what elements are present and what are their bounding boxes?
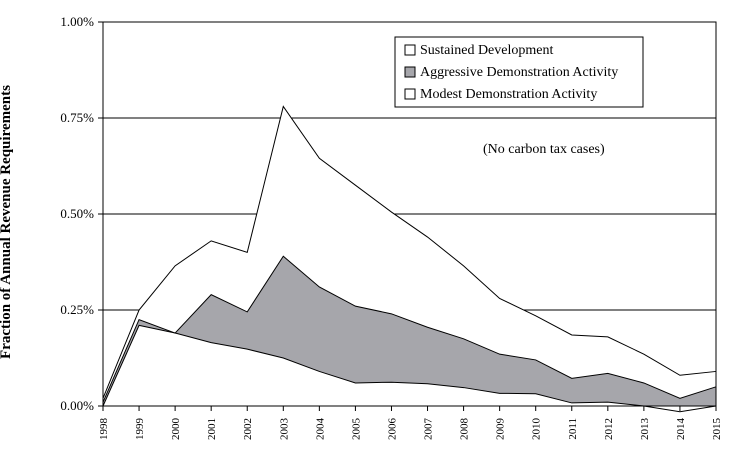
x-tick-label: 2002 — [242, 418, 254, 440]
y-axis-ticks: 0.00% 0.25% 0.50% 0.75% 1.00% — [60, 14, 103, 413]
x-tick-label: 2006 — [386, 418, 398, 441]
x-axis-ticks: 1998 1999 2000 2001 2002 2003 2004 2005 2006 2007… — [98, 406, 723, 440]
annotation-text: (No carbon tax cases) — [483, 142, 605, 157]
x-tick-label: 2007 — [423, 418, 435, 441]
x-tick-label: 2011 — [567, 418, 579, 440]
x-tick-label: 2001 — [206, 418, 218, 440]
line-modest-demonstration — [102, 105, 717, 399]
x-tick-label: 1998 — [98, 418, 110, 441]
x-tick-label: 2013 — [639, 418, 651, 441]
legend-item-aggressive-demonstration-swatch — [404, 66, 416, 78]
legend-box — [394, 36, 644, 108]
line-aggressive-demonstration — [102, 255, 717, 403]
x-tick-label: 2012 — [603, 418, 615, 440]
y-tick-label: 1.00% — [60, 14, 94, 29]
area-sustained-development — [103, 325, 716, 412]
x-tick-label: 2014 — [675, 418, 687, 441]
y-tick-label: 0.25% — [60, 302, 94, 317]
x-tick-label: 2015 — [711, 418, 723, 441]
legend-item-sustained-development: Sustained Development — [420, 43, 553, 58]
y-tick-label: 0.75% — [60, 110, 94, 125]
x-tick-label: 2004 — [314, 418, 326, 441]
y-tick-label: 0.00% — [60, 398, 94, 413]
legend-item-sustained-development-swatch — [404, 44, 416, 56]
y-tick-label: 0.50% — [60, 206, 94, 221]
x-tick-label: 2008 — [459, 418, 471, 441]
area-series — [102, 105, 717, 413]
legend-item-modest-demonstration-swatch — [404, 88, 416, 100]
line-sustained-development — [102, 324, 717, 413]
x-tick-label: 2005 — [350, 418, 362, 441]
legend-item-modest-demonstration: Modest Demonstration Activity — [420, 87, 597, 102]
legend: Sustained Development Aggressive Demonstr… — [394, 36, 644, 108]
x-tick-label: 2003 — [278, 418, 290, 441]
x-tick-label: 2000 — [170, 418, 182, 441]
legend-item-aggressive-demonstration: Aggressive Demonstration Activity — [420, 65, 618, 80]
x-tick-label: 2009 — [495, 418, 507, 441]
x-tick-label: 1999 — [134, 418, 146, 441]
x-tick-label: 2010 — [531, 418, 543, 441]
y-axis-label: Fraction of Annual Revenue Requirements — [0, 85, 14, 359]
